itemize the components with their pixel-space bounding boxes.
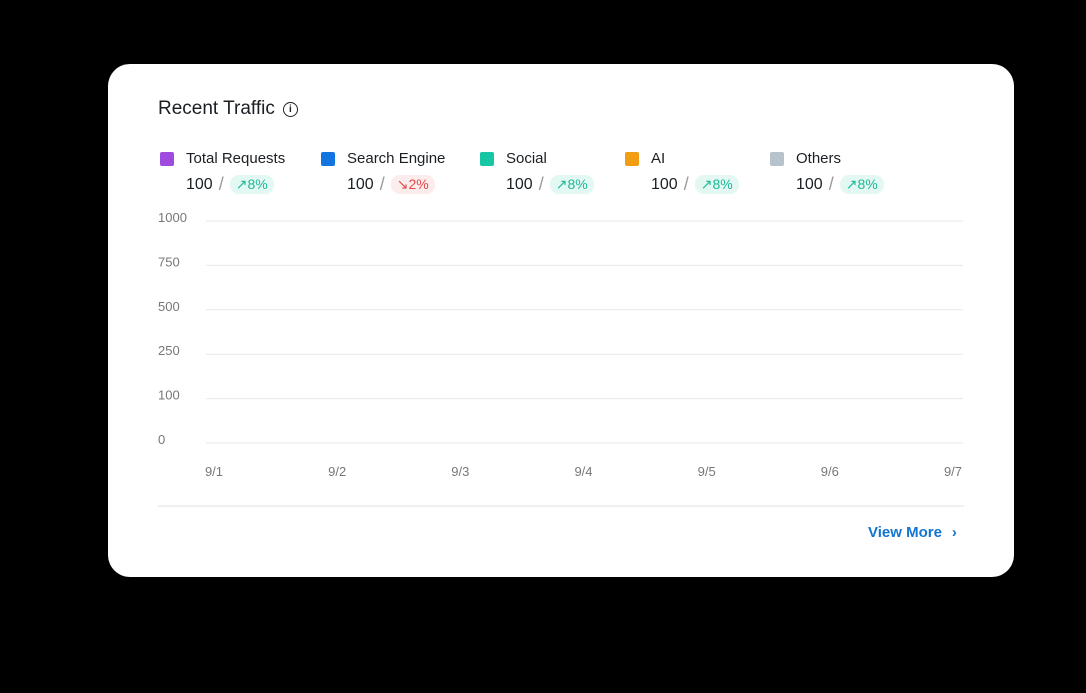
divider: / <box>683 174 689 194</box>
y-tick-label: 1000 <box>158 210 187 225</box>
legend-label: AI <box>651 150 666 167</box>
x-tick-label: 9/6 <box>821 464 839 479</box>
legend-swatch <box>770 152 784 166</box>
y-tick-label: 0 <box>158 432 165 447</box>
x-tick-label: 9/1 <box>205 464 223 479</box>
y-tick-label: 500 <box>158 299 180 314</box>
change-text: 8% <box>857 176 878 192</box>
change-text: 8% <box>567 176 588 192</box>
legend-swatch <box>625 152 639 166</box>
divider: / <box>538 174 544 194</box>
x-tick-label: 9/3 <box>451 464 469 479</box>
trend-up-icon: ↗ <box>555 176 568 192</box>
legend-value: 100 / ↘2% <box>347 174 435 195</box>
trend-up-icon: ↗ <box>845 176 858 192</box>
legend-label: Search Engine <box>347 150 446 167</box>
value-text: 100 <box>347 175 374 193</box>
legend-value: 100 / ↗8% <box>651 174 739 195</box>
divider: / <box>828 174 834 194</box>
x-tick-label: 9/2 <box>328 464 346 479</box>
card-title: Recent Traffic i <box>158 98 298 120</box>
legend-value: 100 / ↗8% <box>506 174 594 195</box>
legend-swatch <box>321 152 335 166</box>
x-tick-label: 9/4 <box>574 464 592 479</box>
legend-label: Social <box>506 150 547 167</box>
change-text: 8% <box>247 176 268 192</box>
legend-swatch <box>160 152 174 166</box>
change-badge: ↗8% <box>229 175 274 194</box>
trend-down-icon: ↘ <box>396 176 409 192</box>
chevron-right-icon: › <box>951 524 957 541</box>
legend-swatch <box>480 152 494 166</box>
divider: / <box>218 174 224 194</box>
y-tick-label: 250 <box>158 343 180 358</box>
x-tick-label: 9/7 <box>944 464 962 479</box>
info-icon[interactable]: i <box>282 101 298 117</box>
change-text: 8% <box>712 176 733 192</box>
value-text: 100 <box>796 175 823 193</box>
value-text: 100 <box>506 175 533 193</box>
y-tick-label: 100 <box>158 388 180 403</box>
title-text: Recent Traffic <box>158 98 275 119</box>
value-text: 100 <box>186 175 213 193</box>
trend-up-icon: ↗ <box>700 176 713 192</box>
change-badge: ↗8% <box>839 175 884 194</box>
trend-up-icon: ↗ <box>235 176 248 192</box>
y-tick-label: 750 <box>158 254 180 269</box>
value-text: 100 <box>651 175 678 193</box>
legend-label: Total Requests <box>186 150 286 167</box>
change-badge: ↗8% <box>694 175 739 194</box>
recent-traffic-card: 1000 750 500 250 100 0 9/1 9/2 9/3 9/4 9/5 9/6 9/7 R… <box>108 64 1014 577</box>
change-text: 2% <box>408 176 429 192</box>
divider: / <box>379 174 385 194</box>
x-tick-label: 9/5 <box>698 464 716 479</box>
view-more-label: View More <box>868 524 942 541</box>
change-badge: ↗8% <box>549 175 594 194</box>
legend-label: Others <box>796 150 842 167</box>
legend-value: 100 / ↗8% <box>796 174 884 195</box>
view-more-link[interactable]: View More › <box>868 524 957 541</box>
change-badge: ↘2% <box>390 175 435 194</box>
legend-value: 100 / ↗8% <box>186 174 274 195</box>
